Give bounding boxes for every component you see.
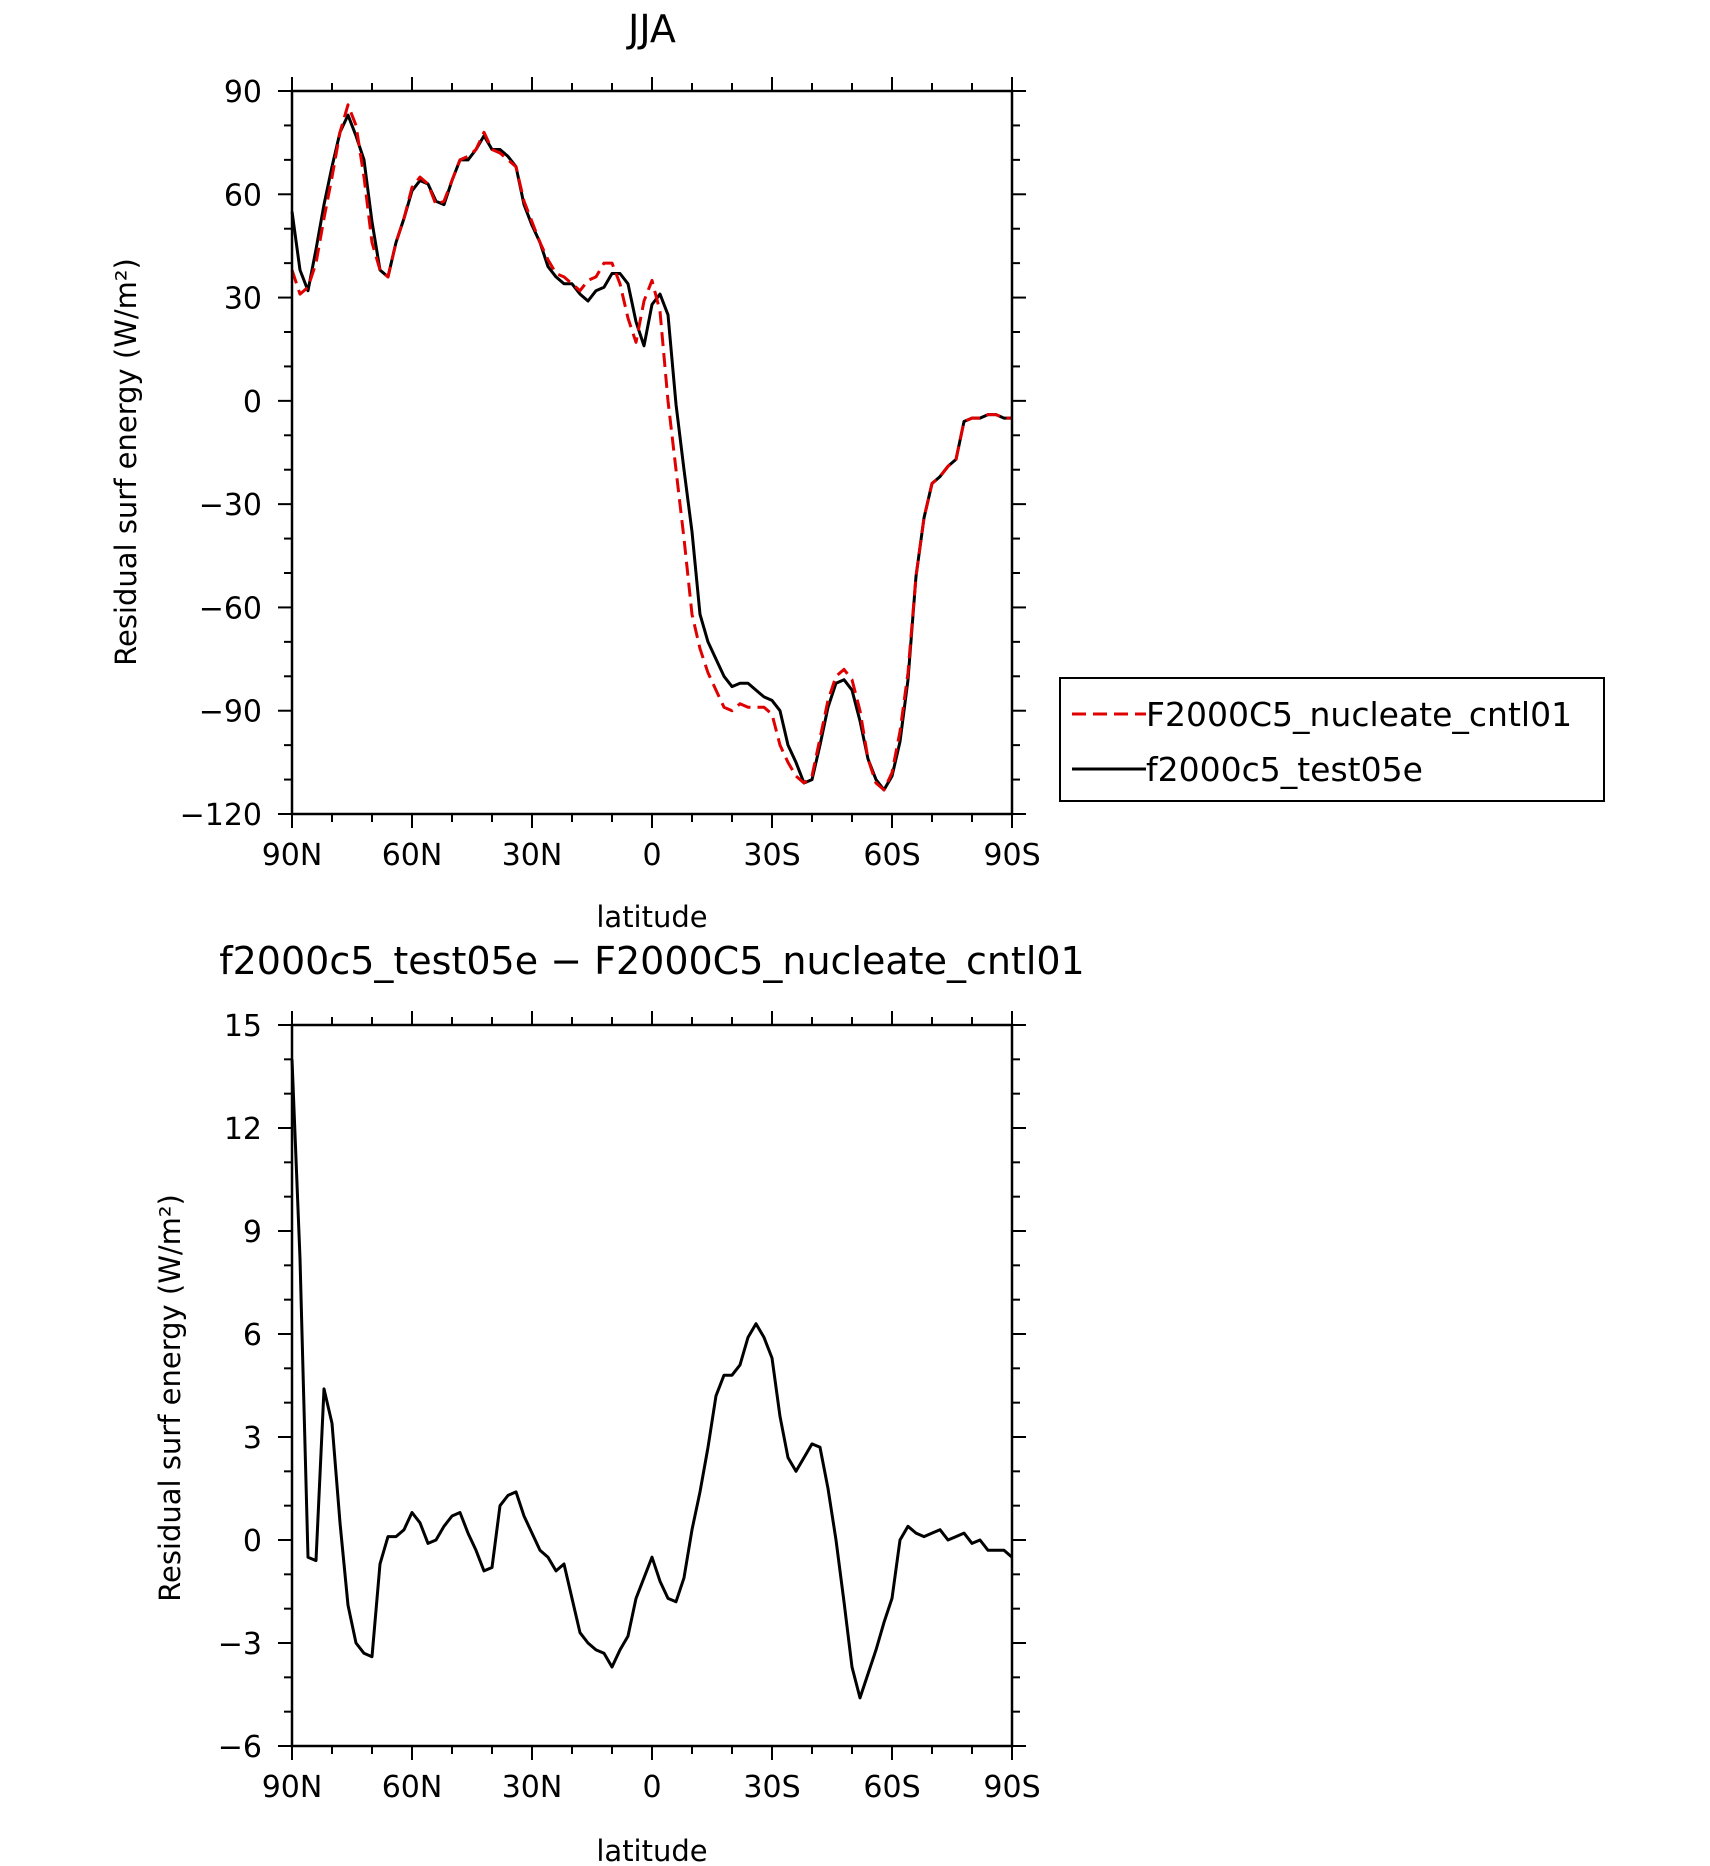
y-tick-label: 0	[243, 385, 262, 420]
top-chart-title: JJA	[626, 7, 676, 51]
x-tick-label: 30S	[743, 838, 800, 873]
bottom-chart-y-axis-label: Residual surf energy (W/m²)	[153, 1194, 187, 1602]
y-tick-label: 60	[224, 178, 262, 213]
y-tick-label: 90	[224, 75, 262, 110]
series-line	[290, 113, 1012, 792]
x-tick-label: 60S	[863, 838, 920, 873]
top-chart-lines	[290, 103, 1012, 792]
series-line	[290, 1059, 1013, 1700]
x-tick-label: 60S	[863, 1770, 920, 1805]
bottom-chart-ticks: 90N 60N 30N 0 30S 60S 90S 15 12 9 6 3 0 −3 −6	[218, 1009, 1041, 1805]
x-tick-label: 90S	[983, 1770, 1040, 1805]
legend-label-test: f2000c5_test05e	[1146, 750, 1423, 789]
x-tick-label: 90N	[262, 1770, 323, 1805]
legend-box	[1059, 677, 1605, 802]
y-tick-label: −120	[180, 798, 262, 833]
legend-label-cntl: F2000C5_nucleate_cntl01	[1146, 695, 1572, 734]
bottom-chart-lines	[290, 1059, 1013, 1700]
y-tick-label: −90	[199, 695, 262, 730]
y-tick-label: −60	[199, 591, 262, 626]
x-tick-label: 90N	[262, 838, 323, 873]
bottom-chart-frame	[290, 1023, 1014, 1748]
y-tick-label: 6	[243, 1318, 262, 1353]
x-tick-label: 30N	[502, 838, 563, 873]
top-chart-x-axis-label: latitude	[596, 900, 707, 934]
x-tick-label: 30N	[502, 1770, 563, 1805]
x-tick-label: 90S	[983, 838, 1040, 873]
bottom-chart-title: f2000c5_test05e − F2000C5_nucleate_cntl0…	[219, 939, 1084, 983]
x-tick-label: 60N	[382, 1770, 443, 1805]
y-tick-label: 3	[243, 1421, 262, 1456]
legend: F2000C5_nucleate_cntl01 f2000c5_test05e	[1059, 677, 1605, 802]
x-tick-label: 60N	[382, 838, 443, 873]
y-tick-label: 0	[243, 1524, 262, 1559]
x-tick-label: 0	[642, 1770, 661, 1805]
y-tick-label: 9	[243, 1215, 262, 1250]
top-chart-panel: JJA latitude Residual surf energy (W/m²)…	[109, 7, 1605, 934]
series-line	[290, 103, 1012, 792]
y-tick-label: −6	[218, 1730, 262, 1765]
y-tick-label: −30	[199, 488, 262, 523]
bottom-chart-panel: f2000c5_test05e − F2000C5_nucleate_cntl0…	[153, 939, 1085, 1866]
x-tick-label: 30S	[743, 1770, 800, 1805]
y-tick-label: 15	[224, 1009, 262, 1044]
x-tick-label: 0	[642, 838, 661, 873]
top-chart-ticks: 90N 60N 30N 0 30S 60S 90S 90 60 30 0 −30 −60 −90 −120	[180, 75, 1041, 873]
top-chart-frame	[290, 89, 1014, 816]
bottom-chart-x-axis-label: latitude	[596, 1834, 707, 1866]
y-tick-label: 12	[224, 1112, 262, 1147]
top-chart-y-axis-label: Residual surf energy (W/m²)	[109, 258, 143, 666]
y-tick-label: −3	[218, 1627, 262, 1662]
y-tick-label: 30	[224, 282, 262, 317]
